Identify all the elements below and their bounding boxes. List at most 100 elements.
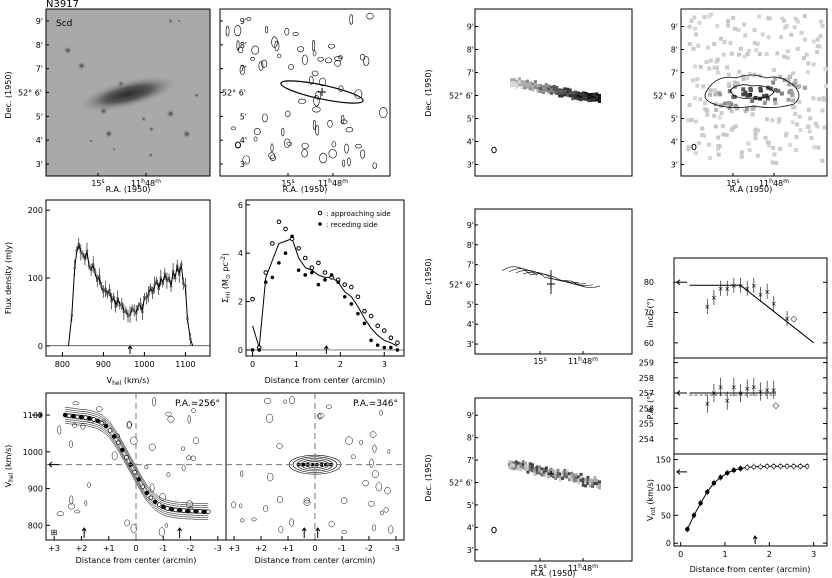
density-pixel [736, 27, 741, 32]
density-pixel [766, 16, 771, 21]
dec-tick-label: 9' [467, 23, 474, 32]
density-pixel [784, 23, 789, 28]
rotation-point [144, 490, 150, 496]
noise-contour [239, 64, 246, 75]
channel-pixel [526, 85, 529, 89]
channel-pixel [574, 93, 577, 97]
profile-point [161, 282, 165, 285]
channel-pixel [518, 80, 521, 84]
density-pixel [736, 52, 741, 57]
column-density-ra-ticks: 15s 11h48m [726, 173, 789, 188]
profile-point [155, 279, 158, 282]
receding-point [395, 348, 400, 352]
density-pixel [745, 76, 750, 81]
profile-point [173, 276, 177, 280]
density-pixel [714, 107, 719, 112]
channel-pixel [540, 470, 544, 474]
center-cross [547, 280, 555, 288]
noise-contour [124, 519, 130, 527]
channel-pixel [571, 97, 575, 101]
rotation-point [165, 506, 170, 511]
density-pixel [712, 88, 717, 93]
rotation-point [71, 413, 76, 419]
density-pixel [791, 82, 796, 87]
profile-point [77, 242, 80, 246]
approaching-point [362, 308, 367, 314]
noise-contour [288, 64, 294, 70]
velocity-field-ylabel: Dec. (1950) [424, 258, 433, 305]
channel-pixel [561, 476, 565, 480]
rotation-point [724, 470, 730, 476]
channel-pixel [512, 464, 516, 468]
x-tick-label: 0 [312, 544, 317, 553]
channel-pixel [524, 464, 528, 468]
channel-pixel [566, 87, 569, 91]
channel-pixel [535, 468, 539, 472]
density-pixel [753, 127, 758, 132]
density-pixel [692, 96, 697, 101]
pv-contour [65, 422, 209, 520]
profile-point [112, 295, 115, 299]
y-tick-label: 1000 [23, 448, 43, 457]
density-pixel [822, 125, 827, 130]
dec-tick-label: 4' [467, 320, 474, 329]
density-pixel [787, 82, 792, 87]
profile-point [100, 284, 103, 288]
x-tick-label: 1100 [175, 360, 195, 369]
dec-tick-label: 7' [671, 69, 678, 78]
approaching-point [355, 294, 361, 300]
noise-contour [126, 421, 132, 430]
channel-pixel [518, 83, 521, 87]
background-star [166, 109, 176, 119]
density-pixel [788, 74, 793, 79]
density-pixel [779, 91, 784, 96]
noise-contour [366, 12, 374, 20]
density-pixel [763, 135, 768, 140]
channel-pixel [593, 476, 597, 480]
pa-point: × [758, 388, 764, 396]
noise-contour [262, 113, 268, 123]
density-pixel [766, 35, 771, 40]
rotation-point [66, 413, 72, 419]
y-tick-label: 256 [639, 404, 654, 413]
column-density-panel: 3' 4' 5' 52° 6' 7' 8' 9' 15s 11h48m R.A (1950) [653, 8, 828, 194]
legend-approaching-label: : approaching side [326, 210, 391, 218]
density-pixel [719, 111, 724, 116]
density-pixel [753, 136, 758, 141]
density-pixel [715, 24, 720, 29]
ra-tick-label: 15s [91, 178, 104, 188]
galaxy-name: N3917 [46, 0, 79, 10]
profile-point [110, 299, 113, 303]
density-pixel [729, 102, 734, 107]
density-pixel [772, 67, 777, 72]
noise-contour [286, 141, 293, 146]
density-pixel [788, 142, 793, 147]
noise-contour [372, 524, 377, 531]
x-tick-label: -3 [392, 544, 400, 553]
dec-tick-label: 9' [36, 17, 43, 26]
receding-point [382, 345, 387, 350]
channel-pixel [563, 471, 567, 475]
rotation-point [87, 416, 92, 421]
noise-contour [265, 26, 269, 34]
noise-contour [328, 149, 337, 159]
noise-contour [315, 125, 320, 136]
noise-contour [325, 57, 333, 64]
noise-contour [340, 114, 345, 124]
channel-pixel [579, 475, 583, 479]
channel-pixel [538, 468, 541, 472]
inclination-frame [673, 257, 828, 359]
x-tick-label: -2 [365, 544, 373, 553]
rotation-point [91, 417, 96, 422]
density-pixel [716, 146, 721, 151]
noise-contour [313, 95, 320, 107]
noise-contour [181, 464, 186, 472]
noise-contour [130, 523, 137, 534]
profile-point [159, 276, 162, 280]
channel-pixel [586, 481, 590, 485]
density-pixel [808, 116, 813, 121]
density-pixel [815, 124, 820, 129]
noise-contour [167, 415, 175, 423]
